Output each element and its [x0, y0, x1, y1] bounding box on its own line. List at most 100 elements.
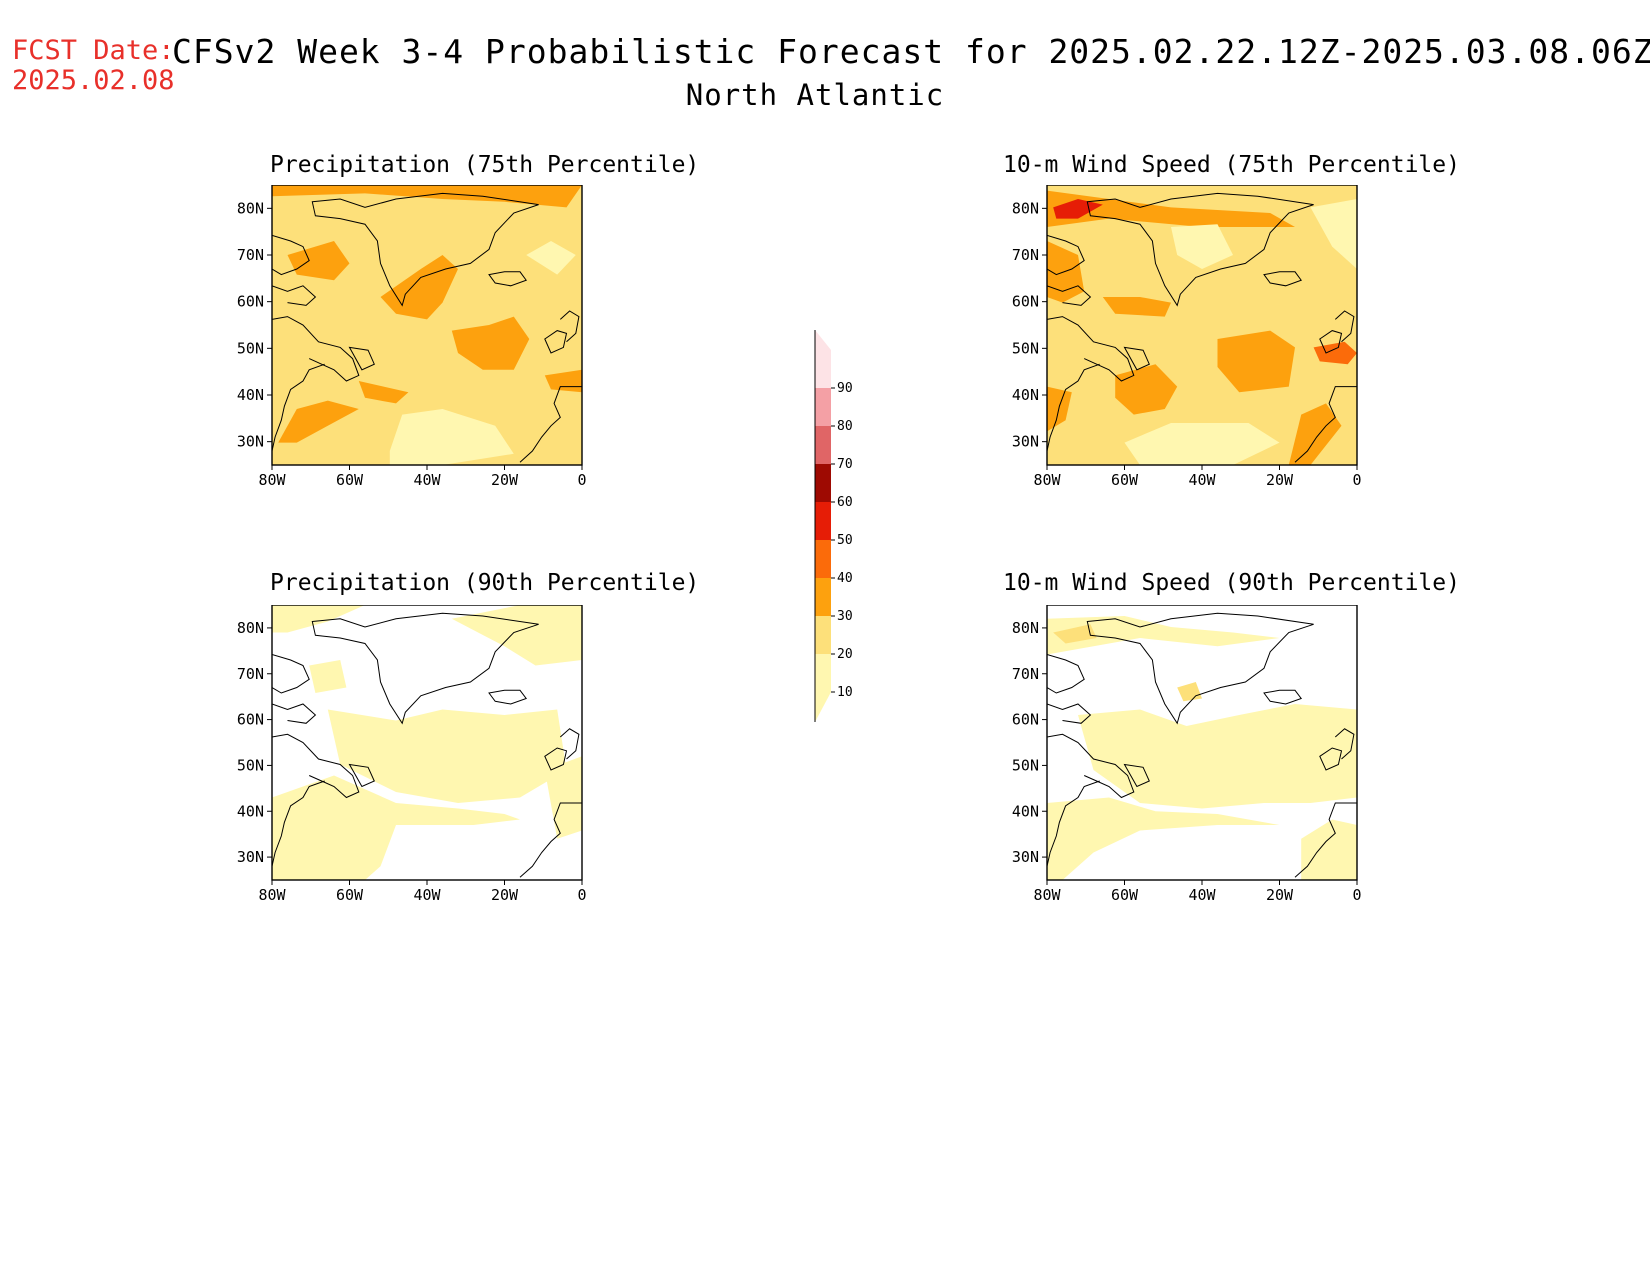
coastline [272, 234, 310, 276]
lon-label: 80W [258, 471, 286, 489]
coastline [311, 192, 539, 307]
probability-shading [1102, 297, 1171, 317]
colorbar-label: 70 [837, 457, 853, 472]
probability-shading [1047, 386, 1072, 432]
probability-shading [451, 316, 530, 370]
coastline [1263, 271, 1303, 287]
probability-shading [287, 241, 350, 281]
lat-label: 30N [237, 433, 264, 451]
map-precipitation-90th: 80N 70N 60N 50N 40N 30N 80W 60W 40W 20W 0 [237, 605, 587, 904]
lat-label: 70N [1012, 665, 1039, 683]
map-precipitation-75th: 80N 70N 60N 50N 40N 30N 80W 60W 40W 20W 0 [237, 185, 587, 489]
probability-shading [389, 409, 514, 465]
coastline [488, 689, 528, 705]
lon-label: 60W [336, 886, 364, 904]
lat-label: 40N [237, 386, 264, 404]
probability-shading [451, 605, 582, 666]
lat-label: 60N [237, 293, 264, 311]
coastline [1047, 285, 1092, 306]
lon-label: 20W [1266, 471, 1294, 489]
coastline [1047, 703, 1092, 724]
coastline [519, 386, 582, 463]
coastline [1047, 780, 1100, 867]
colorbar-swatch [815, 540, 831, 578]
lat-label: 80N [1012, 619, 1039, 637]
probability-shading [272, 775, 520, 880]
lon-label: 40W [413, 471, 441, 489]
coastline [1086, 612, 1314, 725]
panel-title-precip-90: Precipitation (90th Percentile) [270, 570, 700, 596]
fcst-date-label: FCST Date: 2025.02.08 [12, 36, 175, 96]
colorbar-label: 30 [837, 609, 853, 624]
lat-label: 40N [1012, 386, 1039, 404]
colorbar-swatch [815, 388, 831, 426]
coastline [1123, 346, 1150, 371]
lat-label: 50N [237, 339, 264, 357]
probability-shading [1053, 624, 1097, 644]
panel-title-precip-75: Precipitation (75th Percentile) [270, 152, 700, 178]
lat-label: 80N [1012, 199, 1039, 217]
colorbar-label: 40 [837, 571, 853, 586]
coastline [348, 763, 375, 788]
colorbar: 10 20 30 40 50 60 70 80 90 [814, 330, 853, 722]
colorbar-label: 80 [837, 419, 853, 434]
coastline [272, 654, 310, 694]
panel-title-wind-75: 10-m Wind Speed (75th Percentile) [1003, 152, 1460, 178]
lat-label: 40N [1012, 802, 1039, 820]
colorbar-swatch [815, 502, 831, 540]
coastline [272, 733, 360, 799]
probability-shading [1053, 199, 1103, 219]
probability-shading [1217, 330, 1295, 393]
coastline [272, 363, 325, 452]
probability-shading [1310, 199, 1357, 269]
fcst-date-caption: FCST Date: [12, 35, 175, 66]
coastline [559, 728, 580, 760]
colorbar-swatch [815, 464, 831, 502]
coastline [544, 330, 568, 354]
colorbar-label: 10 [837, 685, 853, 700]
probability-shading [272, 185, 582, 208]
probability-shading [526, 241, 576, 275]
coastline [488, 271, 528, 287]
coastline [272, 285, 317, 306]
coastline [1047, 316, 1135, 382]
colorbar-swatch [815, 616, 831, 654]
lat-label: 60N [1012, 293, 1039, 311]
coastline [272, 316, 360, 382]
colorbar-swatch [815, 426, 831, 464]
probability-shading [1171, 224, 1233, 269]
probability-shading [1301, 819, 1357, 880]
coastline [1294, 386, 1357, 463]
lon-label: 40W [1188, 886, 1216, 904]
lon-label: 0 [577, 471, 586, 489]
lon-label: 60W [336, 471, 364, 489]
lat-label: 60N [237, 711, 264, 729]
probability-shading [272, 605, 365, 633]
lon-label: 40W [1188, 471, 1216, 489]
probability-shading [1288, 403, 1342, 465]
lon-label: 40W [413, 886, 441, 904]
colorbar-label: 60 [837, 495, 853, 510]
lat-label: 40N [237, 802, 264, 820]
lon-label: 60W [1111, 886, 1139, 904]
coastline [1294, 802, 1357, 878]
probability-shading [278, 400, 359, 443]
colorbar-swatch [815, 654, 831, 692]
lon-label: 60W [1111, 471, 1139, 489]
coastline [272, 780, 325, 867]
map-wind-speed-75th: 80N 70N 60N 50N 40N 30N 80W 60W 40W 20W 0 [1012, 185, 1362, 489]
coastline [1319, 330, 1343, 354]
coastline [1334, 310, 1355, 343]
coastline [559, 310, 580, 343]
probability-shading [1078, 704, 1357, 809]
lat-label: 60N [1012, 711, 1039, 729]
lat-label: 70N [237, 665, 264, 683]
colorbar-swatch [815, 578, 831, 616]
lon-label: 0 [1352, 471, 1361, 489]
fcst-date-value: 2025.02.08 [12, 65, 175, 96]
lat-label: 30N [1012, 433, 1039, 451]
probability-shading [309, 660, 347, 693]
colorbar-label: 90 [837, 381, 853, 396]
lon-label: 0 [1352, 886, 1361, 904]
coastline [1047, 234, 1085, 276]
